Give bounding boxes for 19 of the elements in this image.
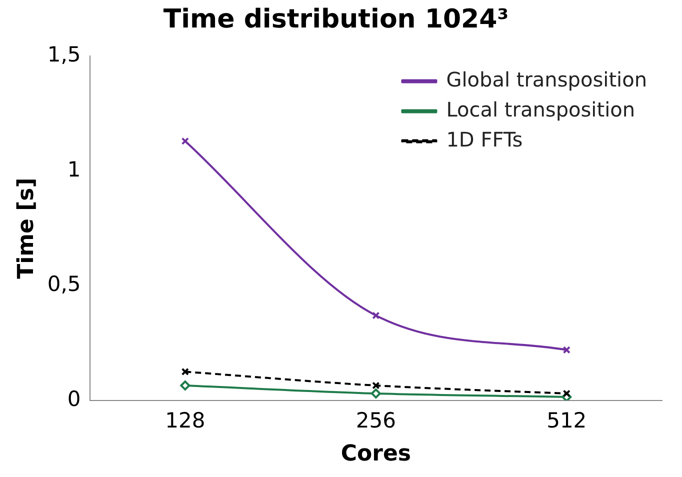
chart-title: Time distribution 1024³ [163, 4, 509, 34]
point [372, 312, 380, 320]
y-axis-title: Time [s] [14, 178, 39, 279]
point [370, 388, 381, 399]
legend-label: 1D FFTs [446, 127, 523, 152]
point [562, 390, 570, 398]
y-tick-label: 0 [67, 386, 81, 411]
legend-label: Local transposition [446, 97, 636, 122]
legend-label: Global transposition [446, 67, 648, 92]
x-tick-label: 512 [546, 408, 587, 432]
x-tick-label: 256 [356, 408, 396, 432]
point [181, 368, 189, 376]
y-tick-label: 1 [67, 157, 81, 182]
y-tick-label: 0,5 [47, 272, 81, 296]
y-tick-label: 1,5 [47, 42, 81, 67]
point [180, 380, 190, 390]
x-axis-title: Cores [340, 442, 411, 467]
x-tick-label: 128 [165, 408, 206, 432]
point [372, 382, 380, 390]
